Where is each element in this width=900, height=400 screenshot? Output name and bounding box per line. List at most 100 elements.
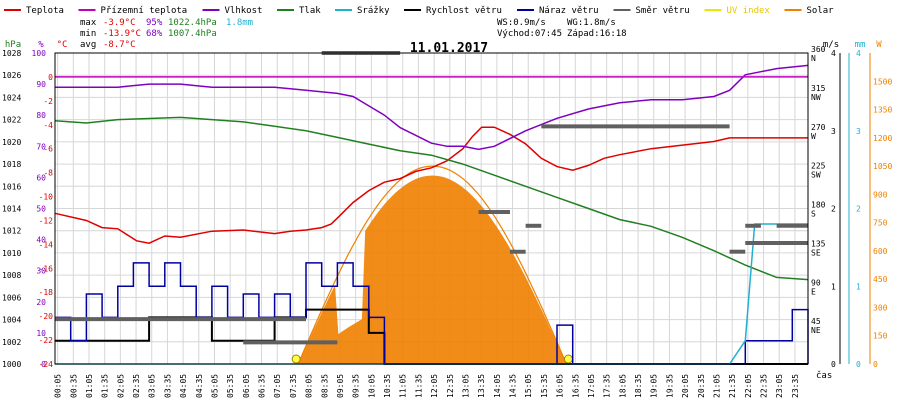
x-tick-label: 21:05	[712, 374, 721, 398]
pressure-tick-label: 1020	[2, 138, 21, 147]
x-tick-label: 20:05	[681, 374, 690, 398]
x-tick-label: 06:05	[242, 374, 251, 398]
solar-layer	[291, 165, 573, 365]
pressure-tick-label: 1008	[2, 271, 21, 280]
solar-tick-label: 1500	[873, 77, 892, 86]
temperature-tick-label: -2	[43, 97, 53, 106]
x-tick-label: 01:35	[101, 374, 110, 398]
series-vlhkost	[55, 64, 809, 151]
max-pressure: 1022.4hPa	[168, 18, 217, 28]
solar-tick-label: 750	[873, 219, 888, 228]
x-tick-label: 20:35	[697, 374, 706, 398]
humidity-tick-label: 30	[36, 267, 46, 276]
x-tick-label: 09:05	[336, 374, 345, 398]
x-tick-label: 06:35	[258, 374, 267, 398]
solar-area	[298, 175, 567, 364]
x-tick-label: 09:35	[352, 374, 361, 398]
x-tick-label: 19:35	[665, 374, 674, 398]
x-tick-label: 11:35	[414, 374, 423, 398]
humidity-tick-label: 0	[41, 360, 46, 369]
temperature-axis-title: °C	[57, 40, 68, 50]
chart-title: 11.01.2017	[410, 41, 488, 56]
solar-tick-label: 1050	[873, 162, 892, 171]
pressure-tick-label: 1010	[2, 249, 21, 258]
x-tick-label: 16:35	[571, 374, 580, 398]
plot-frame	[54, 52, 809, 365]
sunrise-marker	[291, 354, 301, 364]
min-label: min	[80, 29, 96, 39]
x-tick-label: 16:05	[556, 374, 565, 398]
max-humidity: 95%	[146, 18, 163, 28]
wind-direction-tick-name: SE	[811, 248, 821, 257]
max-label: max	[80, 18, 97, 28]
pressure-tick-label: 1012	[2, 227, 21, 236]
rain-tick-label: 3	[856, 127, 861, 136]
pressure-tick-label: 1006	[2, 293, 21, 302]
x-tick-label: 03:35	[163, 374, 172, 398]
solar-axis-title: W	[876, 40, 882, 50]
humidity-tick-label: 100	[32, 49, 47, 58]
humidity-axis-title: %	[38, 40, 44, 50]
x-tick-label: 04:05	[179, 374, 188, 398]
x-tick-label: 15:35	[540, 374, 549, 398]
x-tick-label: 08:35	[320, 374, 329, 398]
x-tick-label: 12:05	[430, 374, 439, 398]
solar-tick-label: 1200	[873, 134, 892, 143]
pressure-tick-label: 1024	[2, 93, 21, 102]
wind-speed-tick-label: 4	[831, 49, 836, 58]
pressure-tick-label: 1004	[2, 316, 21, 325]
x-tick-label: 18:35	[634, 374, 643, 398]
sunset-marker	[563, 354, 573, 364]
max-rain: 1.8mm	[226, 18, 253, 28]
x-tick-label: 21:35	[728, 374, 737, 398]
legend-label-tlak: Tlak	[299, 6, 321, 16]
pressure-tick-label: 1018	[2, 160, 21, 169]
x-tick-label: 13:05	[461, 374, 470, 398]
x-tick-label: 02:05	[116, 374, 125, 398]
time-axis-title: čas	[816, 370, 832, 381]
wind-direction-tick-label: 180	[811, 201, 826, 210]
wind-speed-tick-label: 1	[831, 282, 836, 291]
legend-label-vlhkost: Vlhkost	[225, 6, 263, 16]
min-pressure: 1007.4hPa	[168, 29, 217, 39]
x-tick-label: 23:05	[775, 374, 784, 398]
legend-label-teplota: Teplota	[26, 6, 64, 16]
pressure-tick-label: 1022	[2, 116, 21, 125]
temperature-tick-label: -4	[43, 121, 53, 130]
pressure-tick-label: 1002	[2, 338, 21, 347]
wind-direction-tick-name: W	[811, 132, 816, 141]
solar-tick-label: 1350	[873, 106, 892, 115]
wind-direction-tick-label: 135	[811, 239, 826, 248]
x-tick-label: 15:05	[524, 374, 533, 398]
x-tick-label: 22:35	[760, 374, 769, 398]
series-naraz-vetru	[55, 262, 809, 365]
temperature-tick-label: -8	[43, 169, 53, 178]
legend-label-rychlost-vetru: Rychlost větru	[426, 6, 502, 16]
min-humidity: 68%	[146, 29, 163, 39]
wind-direction-tick-name: N	[811, 54, 816, 63]
solar-tick-label: 600	[873, 247, 888, 256]
temperature-tick-label: -22	[39, 336, 54, 345]
humidity-tick-label: 20	[36, 298, 46, 307]
x-tick-label: 23:35	[791, 374, 800, 398]
x-tick-label: 04:35	[195, 374, 204, 398]
x-tick-label: 05:05	[210, 374, 219, 398]
legend-label-smer-vetru: Směr větru	[636, 6, 690, 16]
temperature-tick-label: -16	[39, 264, 54, 273]
temperature-tick-label: -6	[43, 145, 53, 154]
x-tick-label: 14:05	[493, 374, 502, 398]
wind-direction-tick-label: 315	[811, 84, 826, 93]
x-tick-label: 08:05	[305, 374, 314, 398]
pressure-tick-label: 1000	[2, 360, 21, 369]
stats-panel: max -3.9°C 95% 1022.4hPa 1.8mm min -13.9…	[80, 18, 627, 50]
wind-direction-tick-label: 90	[811, 278, 821, 287]
solar-tick-label: 300	[873, 303, 888, 312]
series-teplota	[54, 126, 808, 244]
temperature-tick-label: -18	[39, 288, 54, 297]
x-tick-label: 19:05	[650, 374, 659, 398]
pressure-axis-title: hPa	[5, 40, 21, 50]
temperature-tick-label: -20	[39, 312, 54, 321]
legend-label-solar: Solar	[807, 6, 835, 16]
rain-axis-title: mm	[855, 40, 866, 50]
sunset-stat: Západ:16:18	[567, 29, 627, 39]
